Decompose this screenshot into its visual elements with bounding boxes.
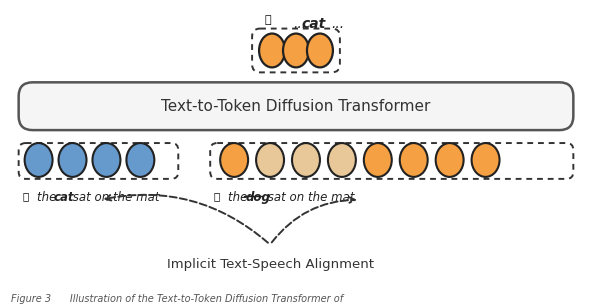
Ellipse shape	[472, 143, 500, 177]
Text: cat: cat	[302, 17, 326, 30]
Text: ...: ...	[331, 17, 344, 30]
Ellipse shape	[127, 143, 155, 177]
Ellipse shape	[307, 34, 333, 67]
Text: Figure 3      Illustration of the Text-to-Token Diffusion Transformer of: Figure 3 Illustration of the Text-to-Tok…	[11, 294, 343, 304]
Ellipse shape	[92, 143, 120, 177]
Text: the: the	[228, 191, 251, 204]
Text: 🎤: 🎤	[213, 191, 220, 201]
Ellipse shape	[25, 143, 53, 177]
Text: sat on the mat: sat on the mat	[264, 191, 355, 204]
Ellipse shape	[283, 34, 309, 67]
Text: ...: ...	[293, 17, 306, 30]
Text: Text-to-Token Diffusion Transformer: Text-to-Token Diffusion Transformer	[161, 99, 431, 114]
Text: cat: cat	[53, 191, 74, 204]
Ellipse shape	[400, 143, 427, 177]
Ellipse shape	[59, 143, 86, 177]
Ellipse shape	[259, 34, 285, 67]
Text: Implicit Text-Speech Alignment: Implicit Text-Speech Alignment	[166, 257, 374, 270]
Ellipse shape	[364, 143, 392, 177]
FancyBboxPatch shape	[19, 82, 573, 130]
Ellipse shape	[256, 143, 284, 177]
Text: 📝: 📝	[22, 191, 29, 201]
Text: the: the	[37, 191, 60, 204]
Ellipse shape	[220, 143, 248, 177]
Text: 🎤: 🎤	[265, 15, 271, 25]
Text: dog: dog	[245, 191, 270, 204]
Text: sat on the mat: sat on the mat	[69, 191, 159, 204]
Ellipse shape	[292, 143, 320, 177]
Ellipse shape	[328, 143, 356, 177]
Ellipse shape	[436, 143, 464, 177]
